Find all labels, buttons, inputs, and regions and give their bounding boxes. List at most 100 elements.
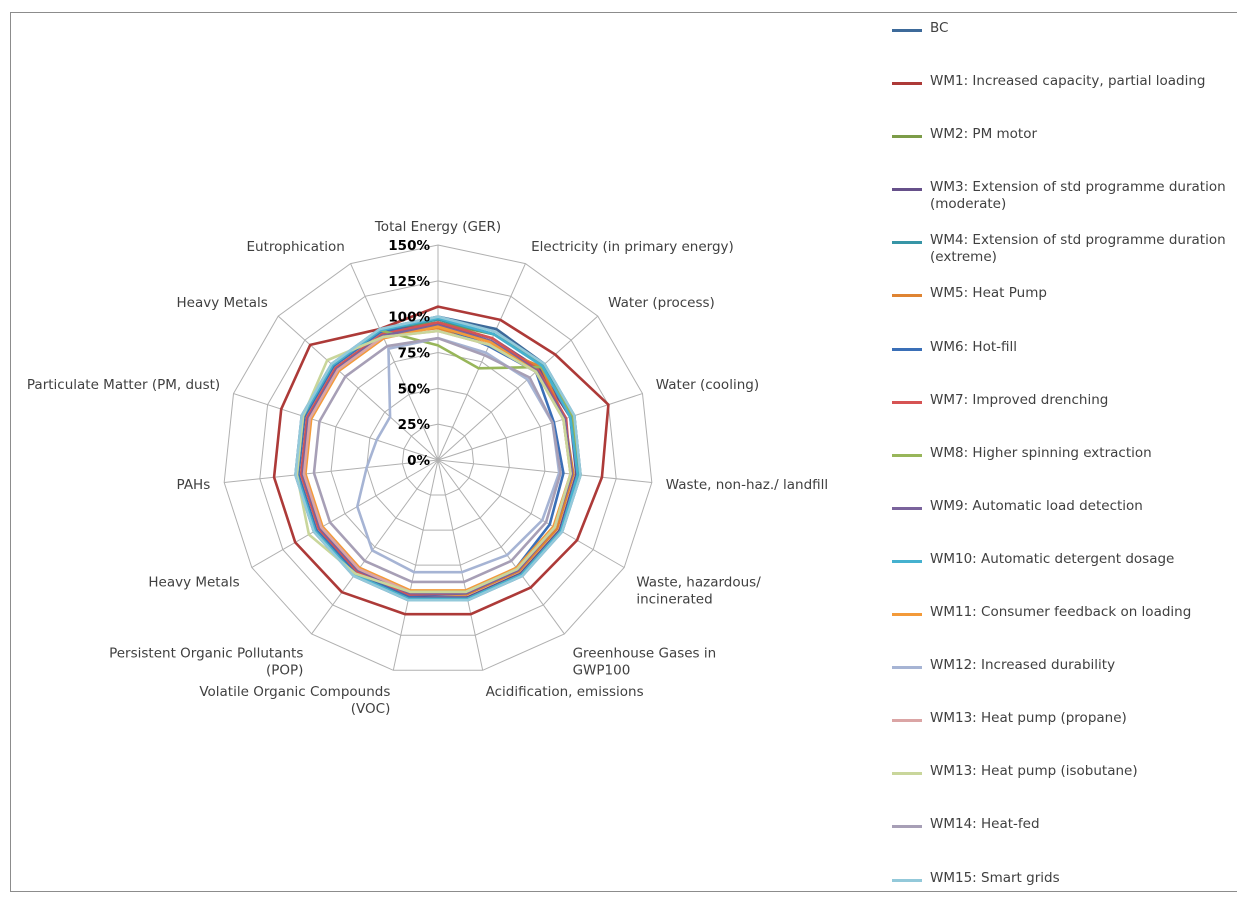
legend-label: WM6: Hot-fill (930, 338, 1018, 355)
legend-swatch (892, 294, 922, 298)
axis-label: Acidification, emissions (486, 684, 644, 700)
axis-label: Greenhouse Gases in GWP100 (573, 645, 717, 678)
legend-swatch (892, 347, 922, 351)
legend-swatch (892, 506, 922, 510)
legend-label: WM5: Heat Pump (930, 285, 1047, 302)
axis-label: Persistent Organic Pollutants (POP) (109, 645, 303, 678)
legend-item: WM11: Consumer feedback on loading (890, 601, 1237, 654)
legend-item: WM5: Heat Pump (890, 282, 1237, 335)
axis-label: Eutrophication (247, 239, 345, 255)
legend-label: WM2: PM motor (930, 126, 1038, 143)
legend-item: WM10: Automatic detergent dosage (890, 548, 1237, 601)
legend-item: WM12: Increased durability (890, 654, 1237, 707)
legend-label: WM13: Heat pump (propane) (930, 710, 1127, 727)
legend-swatch (892, 400, 922, 404)
legend-swatch (892, 135, 922, 139)
axis-label: Total Energy (GER) (374, 219, 501, 235)
legend-label: WM13: Heat pump (isobutane) (930, 763, 1138, 780)
axis-label: Heavy Metals (177, 295, 268, 311)
legend-item: WM7: Improved drenching (890, 389, 1237, 442)
series-line (301, 323, 574, 595)
legend-item: WM13: Heat pump (isobutane) (890, 760, 1237, 813)
grid-spoke (437, 459, 484, 671)
grid-ring (330, 351, 546, 566)
grid-spoke (392, 459, 439, 671)
legend-item: WM14: Heat-fed (890, 813, 1237, 866)
axis-label: Electricity (in primary energy) (531, 239, 734, 255)
legend-swatch (892, 29, 922, 32)
grid-spoke (277, 315, 439, 461)
axis-label: Water (process) (608, 295, 715, 311)
grid-spoke (251, 459, 439, 568)
legend-item: WM6: Hot-fill (890, 336, 1237, 389)
radar-ticks: 0% 25% 50% 75% 100% 125% 150% (388, 238, 430, 469)
legend-swatch (892, 82, 922, 86)
axis-label: PAHs (177, 477, 211, 493)
tick-label: 50% (398, 381, 431, 397)
series-line (295, 316, 579, 601)
legend-item: WM3: Extension of std programme duration… (890, 176, 1237, 229)
axis-label: Waste, hazardous/incinerated (636, 575, 761, 608)
legend-item: WM8: Higher spinning extraction (890, 442, 1237, 495)
axis-label: Volatile Organic Compounds (VOC) (199, 684, 390, 717)
grid-spoke (437, 263, 526, 461)
legend-swatch (892, 666, 922, 670)
legend-item: BC (890, 17, 1237, 70)
grid-spoke (224, 459, 439, 483)
axis-label: Water (cooling) (656, 377, 759, 393)
legend-item: WM1: Increased capacity, partial loading (890, 70, 1237, 123)
legend-swatch (892, 825, 922, 829)
legend-label: BC (930, 20, 949, 36)
legend-swatch (892, 613, 922, 617)
legend-item: WM13: Heat pump (propane) (890, 707, 1237, 760)
tick-label: 75% (398, 346, 431, 362)
legend-label: WM1: Increased capacity, partial loading (930, 73, 1206, 90)
series-line (356, 336, 561, 574)
grid-spoke (437, 459, 625, 568)
radar-chart: 0% 25% 50% 75% 100% 125% 150% Total Energy (GE… (27, 219, 828, 717)
legend-label: WM8: Higher spinning extraction (930, 444, 1152, 461)
grid-ring (401, 423, 475, 496)
grid-spoke (437, 459, 652, 483)
tick-label: 100% (388, 310, 430, 326)
grid-ring (259, 280, 617, 636)
legend-swatch (892, 772, 922, 776)
series-line (272, 305, 610, 616)
radar-grid (223, 244, 653, 671)
legend-label: WM14: Heat-fed (930, 816, 1040, 833)
grid-spoke (437, 459, 565, 635)
legend-label: WM11: Consumer feedback on loading (930, 604, 1192, 621)
legend-swatch (892, 453, 922, 457)
legend-swatch (892, 188, 922, 192)
legend-label: WM3: Extension of std programme duration… (930, 179, 1226, 213)
legend-label: WM4: Extension of std programme duration… (930, 232, 1226, 266)
series-line (294, 315, 582, 602)
grid-spoke (350, 263, 439, 461)
axis-label: Waste, non-haz./ landfill (666, 477, 828, 493)
grid-ring (366, 387, 510, 531)
axis-label: Particulate Matter (PM, dust) (27, 377, 220, 393)
legend-label: WM10: Automatic detergent dosage (930, 550, 1175, 567)
series-line (312, 336, 562, 584)
grid-spoke (437, 315, 599, 461)
grid-spoke (233, 393, 439, 461)
radar-series (272, 305, 610, 616)
legend-label: WM9: Automatic load detection (930, 497, 1143, 514)
tick-label: 25% (398, 417, 431, 433)
legend-label: WM15: Smart grids (930, 869, 1060, 886)
tick-label: 0% (407, 453, 430, 469)
grid-spoke (311, 459, 439, 635)
legend-swatch (892, 559, 922, 563)
legend-swatch (892, 719, 922, 723)
legend-label: WM7: Improved drenching (930, 391, 1109, 408)
legend-swatch (892, 878, 922, 882)
radar-axis-labels: Total Energy (GER) Electricity (in primar… (27, 219, 828, 717)
tick-label: 150% (388, 238, 430, 254)
grid-ring (223, 244, 653, 671)
legend-item: WM9: Automatic load detection (890, 495, 1237, 548)
legend-item: WM2: PM motor (890, 123, 1237, 176)
axis-label: Heavy Metals (148, 575, 239, 591)
tick-label: 125% (388, 274, 430, 290)
legend-item: WM15: Smart grids (890, 867, 1237, 920)
legend-label: WM12: Increased durability (930, 657, 1116, 674)
